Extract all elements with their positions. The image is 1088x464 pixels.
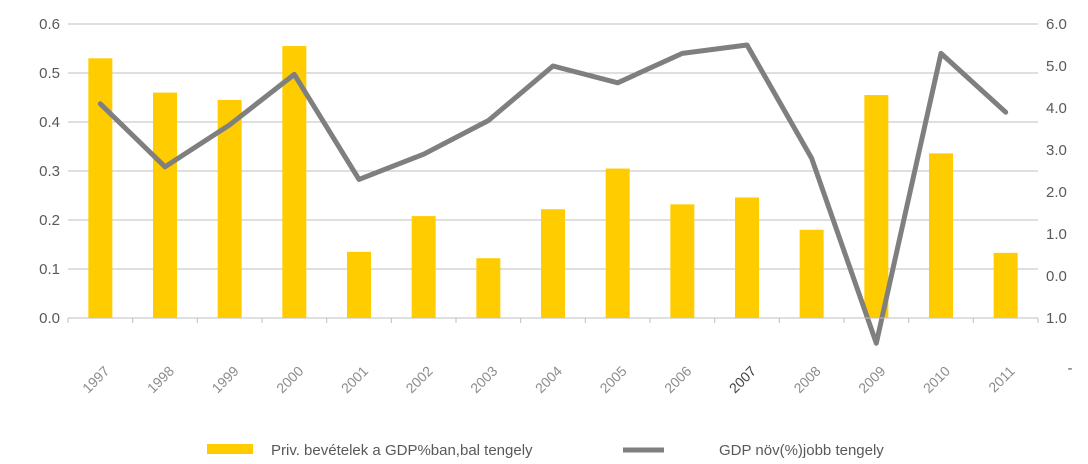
- right-tick-label: 3.0: [1046, 142, 1067, 159]
- x-label-2001: 2001: [338, 363, 371, 396]
- line-series: [97, 42, 1009, 346]
- x-label-2000: 2000: [273, 363, 306, 396]
- x-label-2005: 2005: [596, 363, 629, 396]
- legend-bar-swatch: [207, 444, 253, 454]
- left-tick-label: 0.2: [39, 212, 60, 229]
- bar-2008: [799, 229, 824, 318]
- right-axis-ticks: 1.0 0.0 1.0 2.0 3.0 4.0 5.0 6.0: [1046, 16, 1067, 327]
- bar-2005: [605, 168, 630, 318]
- bar-2007: [735, 197, 759, 318]
- x-label-2007: 2007: [726, 363, 759, 396]
- x-label-2008: 2008: [790, 363, 823, 396]
- x-label-2009: 2009: [855, 363, 888, 396]
- right-tick-label: 5.0: [1046, 58, 1067, 75]
- bar-1999: [217, 99, 242, 318]
- bar-2009: [864, 95, 889, 318]
- left-tick-label: 0.1: [39, 261, 60, 278]
- x-label-1997: 1997: [79, 363, 112, 396]
- right-tick-label: 4.0: [1046, 100, 1067, 117]
- x-label-2010: 2010: [920, 363, 953, 396]
- legend-bar-label: Priv. bevételek a GDP%ban,bal tengely: [271, 442, 533, 459]
- left-tick-label: 0.5: [39, 65, 60, 82]
- right-axis-dash-mark: -: [1068, 360, 1073, 377]
- bar-2001: [347, 251, 371, 318]
- bar-1997: [88, 58, 113, 319]
- x-label-2002: 2002: [402, 363, 435, 396]
- x-label-2006: 2006: [661, 363, 694, 396]
- bar-2004: [541, 209, 565, 318]
- bar-1998: [153, 92, 177, 318]
- right-tick-label: 0.0: [1046, 268, 1067, 285]
- x-label-1998: 1998: [144, 363, 177, 396]
- left-axis-ticks: 0.0 0.1 0.2 0.3 0.4 0.5 0.6: [39, 16, 60, 327]
- right-tick-label: 1.0: [1046, 226, 1067, 243]
- right-tick-label: 1.0: [1046, 310, 1067, 327]
- right-tick-label: 2.0: [1046, 184, 1067, 201]
- bar-series: [88, 46, 1018, 319]
- left-tick-label: 0.6: [39, 16, 60, 33]
- left-tick-label: 0.4: [39, 114, 60, 131]
- left-tick-label: 0.0: [39, 310, 60, 327]
- legend: Priv. bevételek a GDP%ban,bal tengely GD…: [207, 442, 884, 459]
- bar-2006: [670, 204, 695, 318]
- x-label-2003: 2003: [467, 363, 500, 396]
- x-label-2004: 2004: [532, 363, 565, 396]
- bar-2011: [993, 252, 1018, 318]
- bar-2002: [411, 216, 436, 318]
- right-tick-label: 6.0: [1046, 16, 1067, 33]
- x-axis-labels: 1997 1998 1999 2000 2001 2002 2003 2004 2005 2006…: [79, 363, 1018, 396]
- legend-line-label: GDP növ(%)jobb tengely: [719, 442, 884, 459]
- bar-2003: [476, 258, 501, 318]
- x-label-2011: 2011: [985, 363, 1018, 396]
- bar-2010: [929, 153, 953, 318]
- x-label-1999: 1999: [208, 363, 241, 396]
- left-tick-label: 0.3: [39, 163, 60, 180]
- x-axis-tick-marks: [67, 318, 1039, 323]
